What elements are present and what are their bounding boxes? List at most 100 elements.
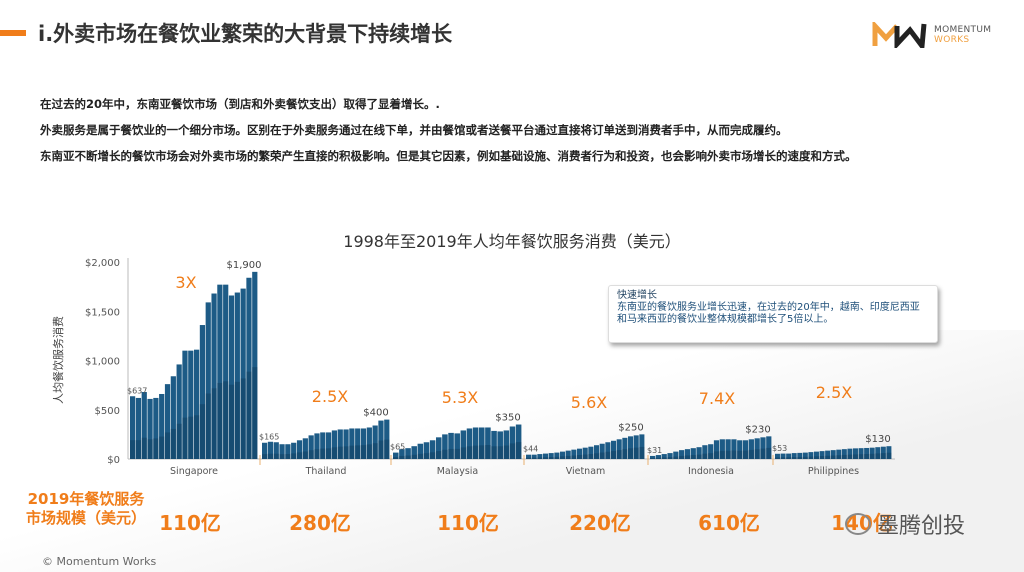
bar-malaysia <box>393 452 399 459</box>
bar-singapore <box>170 376 176 459</box>
growth-multiple-label: 5.6X <box>571 393 607 412</box>
intro-line-3: 东南亚不断增长的餐饮市场会对外卖市场的繁荣产生直接的积极影响。但是其它因素，例如… <box>40 149 857 163</box>
bar-shade <box>858 454 864 459</box>
start-value-label: $637 <box>127 386 147 395</box>
bar-malaysia <box>411 446 417 459</box>
bar-shade <box>246 371 252 459</box>
momentum-works-logo: MOMENTUM WORKS <box>872 22 991 48</box>
bar-singapore <box>252 271 258 459</box>
end-value-label: $130 <box>865 434 890 445</box>
market-value-vietnam: 220亿 <box>569 511 631 535</box>
bar-shade <box>515 442 522 459</box>
bar-shade <box>472 445 479 459</box>
category-label: Philippines <box>808 466 859 477</box>
bar-shade <box>448 448 454 459</box>
bar-vietnam <box>594 445 600 459</box>
bar-shade <box>791 457 797 459</box>
bar-indonesia <box>713 440 720 459</box>
bar-shade <box>661 457 667 459</box>
bar-shade <box>836 455 842 459</box>
bar-shade <box>786 457 792 459</box>
category-label: Vietnam <box>566 466 606 477</box>
bar-shade <box>864 454 870 459</box>
bar-shade <box>577 455 583 459</box>
bar-shade <box>830 455 836 459</box>
bar-philippines <box>880 446 886 459</box>
bar-indonesia <box>737 440 743 459</box>
bar-shade <box>360 445 367 459</box>
bar-singapore <box>217 284 223 459</box>
bar-vietnam <box>616 439 622 459</box>
bar-shade <box>308 450 314 459</box>
bar-thailand <box>296 440 303 459</box>
bar-thailand <box>372 425 378 459</box>
bar-shade <box>802 456 808 459</box>
growth-multiple-label: 3X <box>175 273 196 292</box>
bar-thailand <box>302 438 308 459</box>
watermark-text: 墨腾创投 <box>877 514 966 539</box>
bar-shade <box>240 378 246 459</box>
bar-shade <box>405 455 411 459</box>
bar-shade <box>497 446 503 459</box>
market-value-indonesia: 610亿 <box>698 511 760 535</box>
bar-singapore <box>205 302 211 459</box>
bar-shade <box>622 449 628 459</box>
bar-shade <box>819 456 825 459</box>
bar-indonesia <box>673 451 679 459</box>
bar-shade <box>188 416 194 459</box>
bar-singapore <box>176 364 182 459</box>
bar-shade <box>731 450 737 459</box>
bar-vietnam <box>628 436 634 459</box>
bar-shade <box>291 453 297 459</box>
bar-shade <box>411 454 417 459</box>
bar-philippines <box>886 446 892 459</box>
bar-shade <box>554 456 560 459</box>
bar-indonesia <box>661 454 667 459</box>
bar-singapore <box>199 325 206 459</box>
bar-singapore <box>135 397 142 459</box>
growth-multiple-label: 7.4X <box>699 389 735 408</box>
bar-indonesia <box>667 453 673 459</box>
bar-thailand <box>308 435 314 459</box>
market-value-singapore: 110亿 <box>159 511 221 535</box>
y-tick-label: $2,000 <box>85 258 120 269</box>
bar-malaysia <box>442 434 448 459</box>
bar-indonesia <box>754 438 760 459</box>
bar-shade <box>479 445 485 459</box>
bar-philippines <box>797 452 803 459</box>
bar-shade <box>594 453 600 459</box>
bar-indonesia <box>684 449 691 459</box>
bar-shade <box>655 457 662 459</box>
page-title: i.外卖市场在餐饮业繁荣的大背景下持续增长 <box>38 22 453 46</box>
bar-shade <box>141 437 147 459</box>
category-label: Indonesia <box>688 466 734 477</box>
bar-indonesia <box>655 455 662 459</box>
category-label: Singapore <box>170 466 218 477</box>
bar-singapore <box>234 292 240 459</box>
bar-shade <box>279 454 285 459</box>
bar-shade <box>639 446 645 459</box>
bar-shade <box>182 417 188 459</box>
bar-singapore <box>246 277 252 459</box>
bar-shade <box>491 446 497 459</box>
bar-malaysia <box>454 433 460 459</box>
y-tick-label: $500 <box>95 406 120 417</box>
bar-thailand <box>360 428 367 459</box>
bar-shade <box>135 440 142 459</box>
y-tick-label: $0 <box>107 455 120 466</box>
bar-shade <box>588 454 594 459</box>
bar-philippines <box>786 453 792 459</box>
bar-shade <box>725 450 731 459</box>
bar-vietnam <box>537 454 543 459</box>
bar-shade <box>696 454 702 459</box>
bar-shade <box>825 455 831 459</box>
bar-indonesia <box>696 447 702 459</box>
bar-shade <box>713 451 720 459</box>
bar-thailand <box>337 429 343 459</box>
bar-thailand <box>279 444 285 459</box>
bar-malaysia <box>497 431 503 459</box>
bar-vietnam <box>560 451 566 459</box>
bar-philippines <box>869 447 875 459</box>
bar-shade <box>423 453 430 459</box>
bar-shade <box>869 453 875 459</box>
